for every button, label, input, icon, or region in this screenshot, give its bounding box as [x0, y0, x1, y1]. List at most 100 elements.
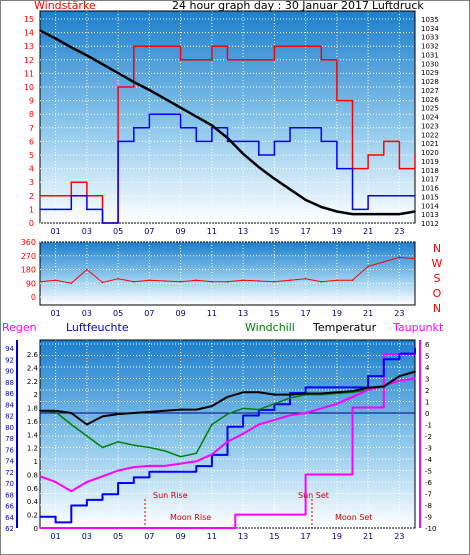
- x-tick-label: 15: [269, 532, 279, 541]
- pressure-series-point: [164, 98, 166, 100]
- dewpoint-series-point: [70, 490, 73, 493]
- y-left-tick-label: 7: [29, 124, 34, 133]
- pressure-series-point: [336, 210, 338, 213]
- y-temp-tick-label: 3: [425, 376, 429, 384]
- dewpoint-series-point: [242, 432, 244, 435]
- x-tick-label: 13: [238, 309, 248, 318]
- wind-direction-series-point: [70, 282, 73, 285]
- wind-direction-series-point: [148, 279, 151, 282]
- x-tick-label: 05: [113, 227, 123, 236]
- x-tick-label: 21: [363, 532, 373, 541]
- x-tick-label: 15: [269, 309, 279, 318]
- windchill-series-point: [164, 450, 166, 452]
- humidity-series-point: [148, 471, 151, 473]
- x-tick-label: 13: [238, 227, 248, 236]
- gust-series-point: [226, 59, 229, 61]
- wind-direction-series-point: [211, 280, 213, 283]
- gust-series-point: [414, 154, 416, 156]
- y-left-tick-label: 14: [24, 29, 34, 38]
- x-tick-label: 01: [51, 309, 61, 318]
- y-rain-tick-label: 0.4: [27, 498, 39, 506]
- y-humidity-tick-label: 82: [5, 413, 14, 421]
- y-right-tick-label: 1016: [421, 185, 439, 193]
- x-tick-label: 23: [394, 227, 404, 236]
- wind-direction-series-point: [414, 258, 416, 260]
- windchill-series-point: [258, 408, 260, 411]
- pressure-series-point: [351, 213, 354, 215]
- pressure-series-point: [179, 106, 182, 109]
- dewpoint-series-point: [39, 475, 41, 478]
- y-temp-tick-label: 6: [425, 341, 430, 349]
- mean-wind-series-point: [133, 127, 135, 129]
- mean-wind-series-point: [195, 140, 198, 143]
- panel-border: [39, 241, 416, 306]
- rain-series-point: [351, 406, 354, 409]
- y-left-tick-label: 11: [24, 69, 34, 78]
- gust-series-point: [398, 167, 401, 170]
- pressure-series-point: [226, 137, 229, 139]
- pressure-series-point: [86, 54, 88, 57]
- y-left-tick-label: 0: [31, 293, 36, 302]
- gust-series-point: [133, 45, 135, 47]
- pressure-series-point: [195, 115, 198, 118]
- y-temp-tick-label: -1: [425, 422, 432, 430]
- gust-series-point: [117, 86, 119, 88]
- y-rain-tick-label: 1.2: [27, 445, 38, 453]
- temperature-series-point: [70, 412, 73, 414]
- y-left-tick-label: 8: [29, 110, 34, 119]
- dewpoint-series-point: [320, 407, 323, 410]
- wind-direction-series-point: [179, 280, 182, 283]
- wind-direction-panel: [40, 242, 415, 305]
- temperature-series-point: [336, 391, 338, 394]
- y-humidity-tick-label: 90: [5, 368, 14, 376]
- mean-wind-series-point: [351, 208, 354, 211]
- x-tick-label: 17: [301, 309, 311, 318]
- mean-wind-series-point: [164, 113, 166, 115]
- gust-series-point: [39, 195, 41, 197]
- sun-rise-label: Sun Rise: [153, 491, 188, 500]
- temperature-series-point: [289, 393, 291, 396]
- humidity-series-point: [226, 426, 229, 428]
- wind-direction-series-point: [258, 280, 260, 282]
- humidity-series-point: [70, 504, 73, 507]
- compass-label: O: [433, 287, 442, 300]
- rain-series-point: [383, 353, 385, 355]
- y-temp-tick-label: -3: [425, 445, 432, 453]
- windchill-series-point: [117, 441, 119, 443]
- humidity-series-point: [133, 476, 135, 479]
- dewpoint-series-point: [367, 389, 369, 391]
- y-right-tick-label: 1024: [421, 114, 439, 122]
- wind-direction-series-point: [367, 265, 369, 268]
- y-right-tick-label: 1035: [421, 16, 439, 24]
- y-temp-tick-label: -9: [425, 514, 432, 522]
- rain-series-point: [289, 513, 291, 516]
- mean-wind-series-point: [258, 154, 260, 156]
- compass-label: N: [433, 242, 441, 255]
- dewpoint-series-point: [101, 475, 104, 478]
- x-tick-label: 05: [113, 309, 123, 318]
- humidity-series-point: [398, 352, 401, 355]
- mean-wind-series-point: [117, 140, 119, 143]
- humidity-series-point: [414, 347, 416, 349]
- x-tick-label: 13: [238, 532, 248, 541]
- mean-wind-series-point: [101, 222, 104, 224]
- pressure-series-point: [320, 206, 323, 208]
- humidity-series-point: [179, 471, 182, 473]
- dewpoint-series-point: [148, 465, 151, 467]
- y-humidity-tick-label: 76: [5, 446, 14, 454]
- mean-wind-series-point: [367, 195, 369, 197]
- y-humidity-tick-label: 88: [5, 379, 14, 387]
- x-tick-label: 03: [82, 227, 92, 236]
- y-rain-tick-label: 1.8: [27, 405, 38, 413]
- temperature-series-point: [195, 408, 198, 411]
- dewpoint-series-point: [133, 466, 135, 468]
- wind-direction-series-point: [86, 268, 88, 271]
- mean-wind-series-point: [289, 127, 291, 129]
- wind-direction-series-point: [273, 280, 276, 283]
- chart-title: 24 hour graph day : 30 Januar 2017: [172, 0, 369, 12]
- y-rain-tick-label: 2.4: [27, 364, 39, 372]
- temperature-series-point: [351, 390, 354, 392]
- pressure-series-point: [70, 46, 73, 49]
- wind-direction-series-point: [289, 279, 291, 282]
- gust-series-point: [304, 45, 307, 47]
